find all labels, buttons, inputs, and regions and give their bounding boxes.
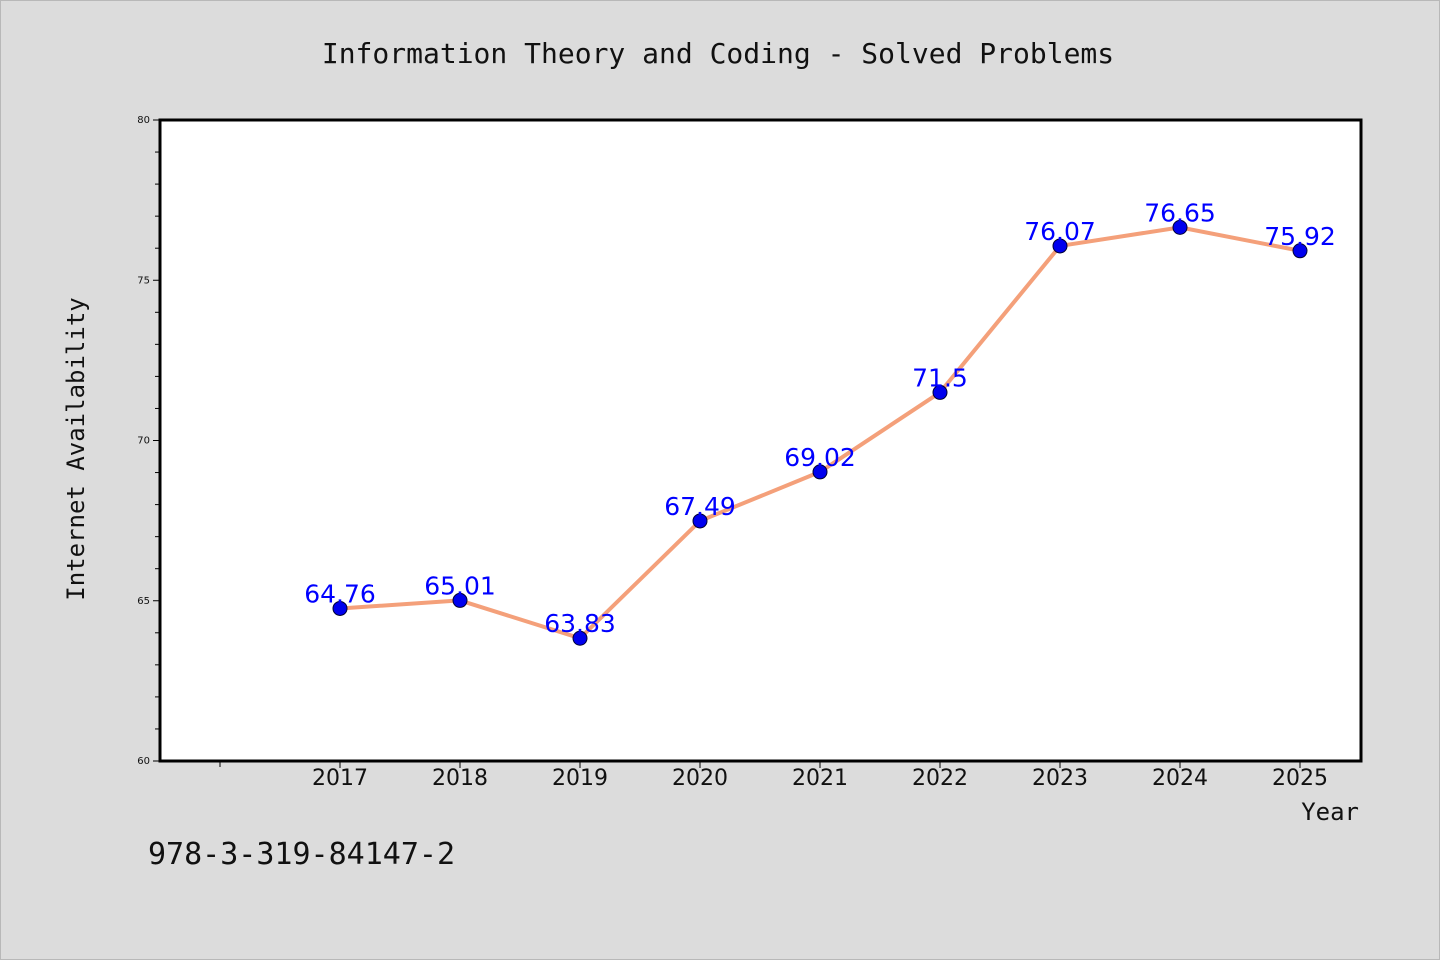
y-tick-label: 65 [137,596,150,607]
data-label: 63.83 [544,609,616,638]
series-line: 64.76 65.01 63.83 67.49 69.02 71.5 76.07 76.65 7… [304,198,1336,646]
x-tick-label: 2025 [1272,766,1328,791]
y-tick-label: 60 [137,756,150,767]
data-label: 69.02 [784,443,856,472]
chart-title: Information Theory and Coding - Solved P… [322,37,1114,70]
x-tick-label: 2021 [792,766,848,791]
data-label: 71.5 [912,363,968,392]
y-axis-label: Internet Availability [62,297,90,600]
isbn-text: 978-3-319-84147-2 [148,837,455,872]
y-tick-label: 70 [137,436,150,447]
data-point [452,592,468,608]
x-tick-label: 2017 [312,766,368,791]
data-point [932,384,948,400]
data-point [1292,243,1308,259]
plot-area [158,118,1363,763]
x-axis: 2017 2018 2019 2020 2021 2022 2023 2024 2025 [219,761,1328,791]
data-point [812,464,828,480]
data-label: 65.01 [424,571,496,600]
y-tick-label: 75 [137,275,150,286]
data-point [572,630,588,646]
y-axis: 60 65 70 75 80 [137,115,160,767]
data-point [332,600,348,616]
data-label: 76.07 [1024,217,1096,246]
x-tick-label: 2023 [1032,766,1088,791]
data-point [692,513,708,529]
data-point [1172,219,1188,235]
data-label: 64.76 [304,579,376,608]
y-tick-label: 80 [137,115,150,126]
x-tick-label: 2024 [1152,766,1208,791]
data-label: 67.49 [664,492,736,521]
x-tick-label: 2020 [672,766,728,791]
x-tick-label: 2018 [432,766,488,791]
x-tick-label: 2019 [552,766,608,791]
data-label: 75.92 [1264,222,1336,251]
data-point [1052,238,1068,254]
x-tick-label: 2022 [912,766,968,791]
x-axis-label: Year [1301,798,1359,826]
data-label: 76.65 [1144,198,1216,227]
